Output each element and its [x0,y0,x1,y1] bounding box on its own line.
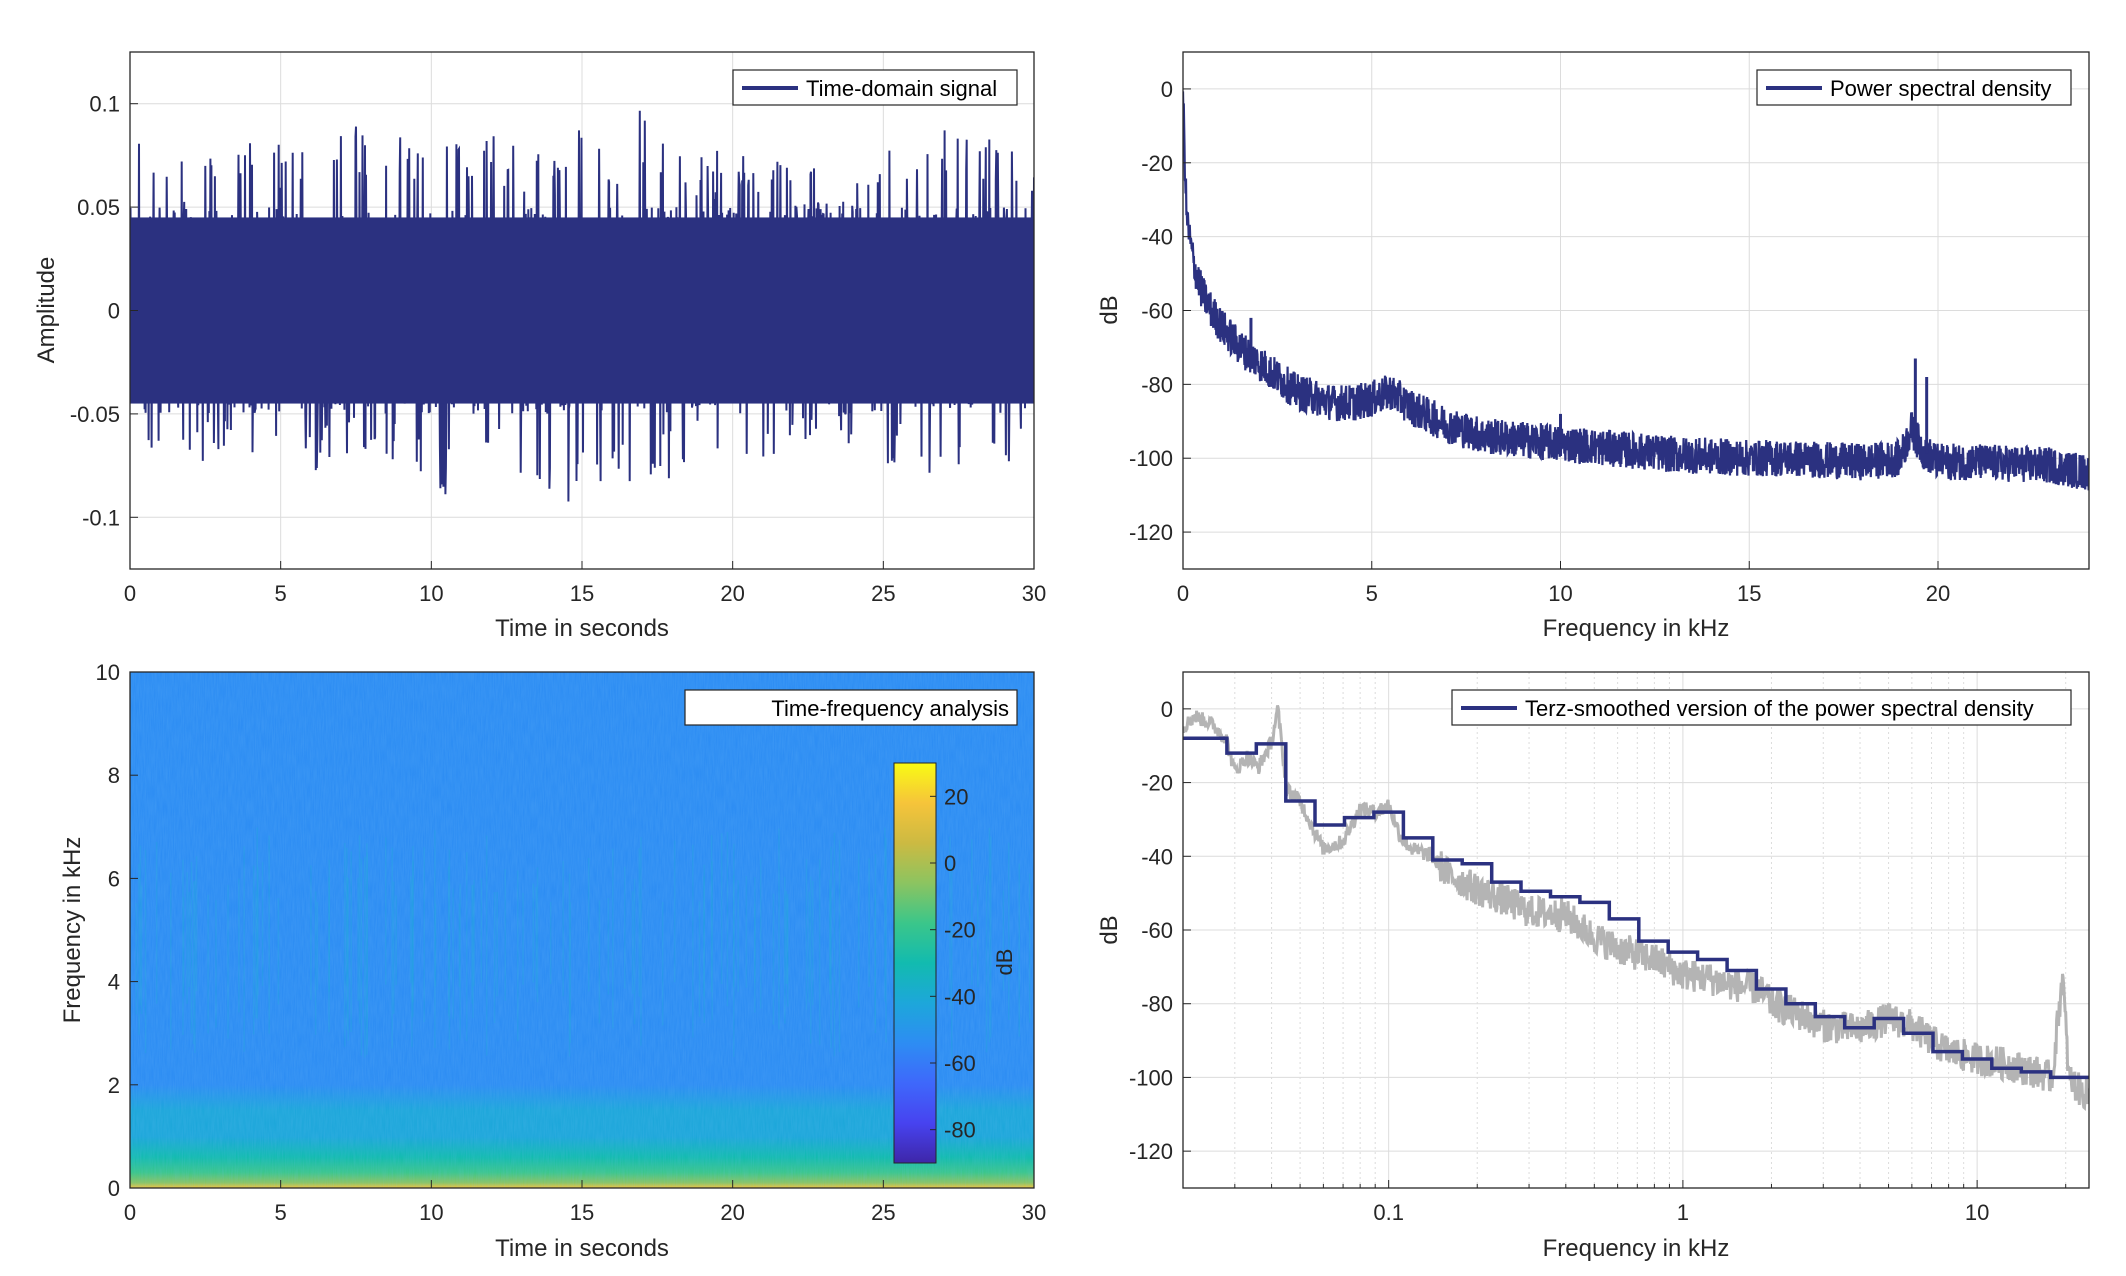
tick-labels: 0 5 10 15 20 25 30 -0.1 -0.05 0 0.05 0.1 [70,92,1046,606]
terz-traces [1183,704,2089,1111]
terz-panel: 0.1 1 10 -120 -100 -80 -60 -40 -20 0 Frequency in… [1096,671,2090,1262]
time-domain-panel: 0 5 10 15 20 25 30 -0.1 -0.05 0 0.05 0.1 Time in se… [33,51,1046,642]
x-tick-label: 10 [1965,1200,1989,1225]
signal-core-band [130,217,1034,404]
y-tick-label: 2 [108,1073,120,1098]
x-tick-label: 0 [124,581,136,606]
colorbar-ticks: -80 -60 -40 -20 0 20 [930,784,976,1143]
x-tick-label: 1 [1677,1200,1689,1225]
x-axis-label: Time in seconds [495,615,669,642]
y-tick-label: 0.05 [77,195,120,220]
y-tick-label: -120 [1129,520,1173,545]
y-tick-label: 6 [108,866,120,891]
y-tick-label: -100 [1129,446,1173,471]
y-tick-label: 0 [1161,77,1173,102]
x-axis-label: Time in seconds [495,1235,669,1262]
x-axis-label: Frequency in kHz [1543,1235,1730,1262]
y-tick-label: 10 [96,660,120,685]
x-tick-label: 15 [570,1200,594,1225]
x-tick-label: 20 [1926,581,1950,606]
y-axis-label: Frequency in kHz [59,837,86,1024]
legend-box [684,689,1018,726]
y-tick-label: 8 [108,763,120,788]
y-tick-label: -100 [1129,1065,1173,1090]
legend: Power spectral density [1756,69,2072,106]
x-tick-label: 10 [1548,581,1572,606]
x-tick-label: 25 [871,581,895,606]
x-tick-label: 5 [1366,581,1378,606]
y-tick-label: 0 [108,1176,120,1201]
tick-labels: 0.1 1 10 -120 -100 -80 -60 -40 -20 0 [1129,697,2067,1225]
y-tick-label: -120 [1129,1139,1173,1164]
raw-psd-line [1183,704,2089,1111]
y-tick-label: 4 [108,970,120,995]
y-axis-label: Amplitude [33,257,60,364]
x-tick-label: 15 [570,581,594,606]
colorbar-tick-label: -40 [944,984,976,1009]
spectrogram-texture [130,672,1034,1188]
y-axis-label: dB [1096,295,1123,324]
y-tick-label: -20 [1141,771,1173,796]
y-tick-label: -80 [1141,992,1173,1017]
colorbar-tick-label: -20 [944,918,976,943]
x-tick-label: 10 [419,581,443,606]
y-tick-label: -40 [1141,844,1173,869]
terz-smoothed-line [1183,736,2089,1080]
x-tick-label: 30 [1022,581,1046,606]
x-tick-label: 30 [1022,1200,1046,1225]
tick-labels: 0 5 10 15 20 25 30 0 2 4 6 8 10 [96,660,1047,1225]
colorbar-tick-label: -60 [944,1051,976,1076]
plot-area [130,110,1034,502]
legend-label: Power spectral density [1830,76,2051,101]
x-tick-label: 0 [124,1200,136,1225]
colorbar-tick-label: 20 [944,784,968,809]
y-tick-label: -20 [1141,151,1173,176]
legend-label: Time-domain signal [806,76,997,101]
legend: Time-domain signal [732,69,1018,106]
y-tick-label: 0 [108,299,120,324]
y-tick-label: -0.05 [70,402,120,427]
y-tick-label: -80 [1141,372,1173,397]
y-tick-label: -0.1 [82,505,120,530]
x-tick-label: 5 [275,1200,287,1225]
grid [1182,672,2089,1188]
signal-trace [130,110,1034,502]
colorbar-label: dB [992,949,1017,976]
spectrogram-panel: 0 5 10 15 20 25 30 0 2 4 6 8 10 Time in seconds Freq… [59,660,1046,1262]
legend: Time-frequency analysis [684,689,1018,726]
x-tick-label: 15 [1737,581,1761,606]
y-tick-label: -60 [1141,918,1173,943]
y-tick-label: 0 [1161,697,1173,722]
y-tick-label: -40 [1141,225,1173,250]
x-tick-label: 25 [871,1200,895,1225]
colorbar-tick-label: 0 [944,851,956,876]
x-tick-label: 20 [720,1200,744,1225]
x-tick-label: 0 [1177,581,1189,606]
legend-label: Terz-smoothed version of the power spect… [1525,696,2034,721]
x-tick-label: 5 [275,581,287,606]
legend-box [1451,689,2072,726]
legend-label: Time-frequency analysis [771,696,1009,721]
x-tick-label: 0.1 [1373,1200,1404,1225]
y-axis-label: dB [1096,915,1123,944]
x-axis-label: Frequency in kHz [1543,615,1730,642]
psd-trace [1183,91,2089,491]
tick-labels: 0 5 10 15 20 -120 -100 -80 -60 -40 -20 0 [1129,77,1950,606]
x-tick-label: 20 [720,581,744,606]
y-tick-label: -60 [1141,299,1173,324]
psd-line [1183,91,2089,491]
psd-panel: 0 5 10 15 20 -120 -100 -80 -60 -40 -20 0 Frequency … [1096,51,2090,642]
colorbar-tick-label: -80 [944,1118,976,1143]
legend: Terz-smoothed version of the power spect… [1451,689,2072,726]
x-tick-label: 10 [419,1200,443,1225]
colorbar: -80 -60 -40 -20 0 20 dB [893,762,1017,1164]
y-tick-label: 0.1 [89,92,120,117]
colorbar-gradient [893,762,937,1164]
